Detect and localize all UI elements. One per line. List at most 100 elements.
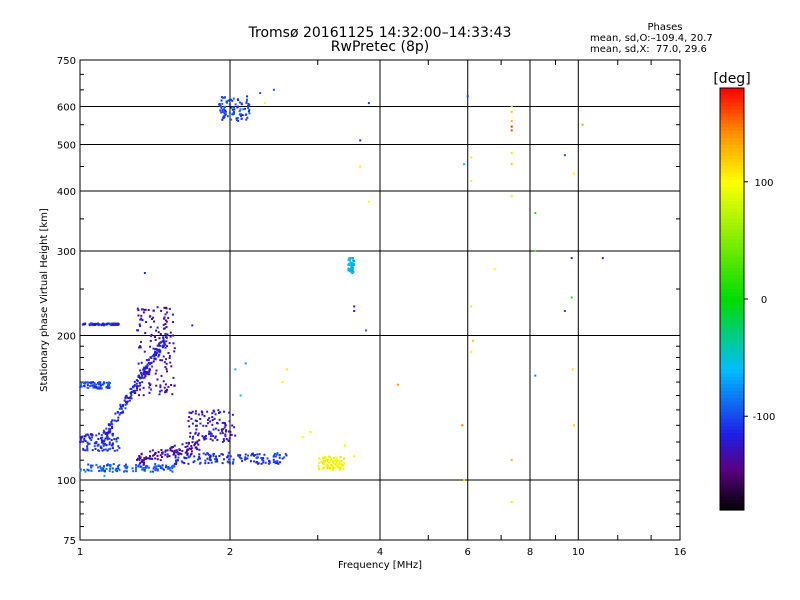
data-point [226, 115, 229, 118]
data-point [194, 432, 197, 435]
data-point [102, 468, 105, 471]
data-point [86, 445, 89, 448]
data-point [338, 461, 341, 464]
data-point [196, 458, 199, 461]
data-point [172, 376, 175, 379]
data-point [172, 453, 175, 456]
data-point [137, 362, 140, 365]
data-point [198, 457, 201, 460]
data-point [102, 429, 105, 432]
data-point [353, 310, 356, 312]
data-point [115, 467, 118, 470]
data-point [165, 358, 167, 361]
data-point [107, 448, 110, 451]
data-point [359, 165, 362, 168]
data-point [335, 459, 337, 462]
data-point [117, 467, 120, 470]
data-point [165, 390, 168, 393]
data-point [140, 452, 143, 455]
data-point [172, 334, 175, 337]
data-point [137, 314, 140, 317]
colorbar-segment [720, 376, 744, 381]
data-point [181, 449, 184, 452]
data-point [135, 379, 138, 382]
data-point [111, 447, 114, 450]
data-point [227, 430, 230, 433]
data-point [212, 409, 215, 412]
data-point [263, 453, 266, 456]
data-point [156, 458, 159, 461]
data-point [136, 307, 139, 310]
data-point [156, 344, 159, 347]
data-point [79, 470, 82, 472]
data-point [153, 320, 156, 323]
data-point [165, 362, 168, 365]
data-point [139, 369, 142, 372]
colorbar-segment [720, 348, 744, 353]
data-point [221, 432, 224, 435]
colorbar-segment [720, 390, 744, 395]
data-point [99, 323, 101, 326]
data-point [221, 429, 224, 432]
data-point [153, 355, 156, 358]
data-point [137, 385, 140, 388]
data-point [187, 442, 190, 445]
data-point [149, 470, 152, 473]
data-point [139, 465, 142, 468]
data-point [204, 462, 207, 465]
data-point [94, 441, 97, 444]
data-point [88, 436, 91, 439]
colorbar-segment [720, 323, 744, 328]
data-point [84, 440, 87, 442]
data-point [139, 325, 142, 328]
data-point [226, 456, 229, 459]
data-point [151, 449, 154, 452]
data-point [164, 391, 167, 394]
data-point [352, 259, 355, 262]
data-point [198, 455, 201, 458]
data-point [86, 468, 89, 471]
data-point [216, 421, 218, 424]
data-point [152, 347, 155, 350]
data-point [91, 433, 94, 436]
colorbar-segment [720, 358, 744, 363]
data-point [132, 386, 135, 389]
data-point [164, 383, 167, 386]
data-point [139, 388, 141, 391]
data-point [173, 449, 176, 452]
data-point [148, 368, 151, 371]
y-axis-label: Stationary phase Virtual Height [km] [39, 208, 50, 392]
data-point [162, 380, 165, 383]
data-point [244, 362, 247, 365]
data-point [135, 385, 138, 388]
data-point [164, 346, 167, 349]
data-point [112, 324, 115, 327]
colorbar-segment [720, 288, 744, 293]
data-point [148, 370, 151, 373]
data-point [82, 447, 85, 450]
data-point [83, 439, 86, 442]
data-point [175, 451, 178, 454]
data-point [155, 354, 157, 356]
data-point [95, 323, 98, 326]
data-point [163, 468, 165, 471]
data-point [117, 419, 120, 422]
data-point [272, 461, 275, 464]
colorbar-segment [720, 478, 744, 483]
data-point [138, 455, 141, 458]
data-point [92, 381, 95, 384]
data-point [168, 357, 171, 359]
data-point [147, 309, 150, 311]
data-point [141, 374, 144, 377]
data-point [218, 455, 221, 457]
data-point [258, 453, 261, 456]
colorbar-segment [720, 267, 744, 272]
colorbar-segment [720, 386, 744, 392]
data-point [98, 432, 100, 435]
chart-subtitle: RwPretec (8p) [330, 39, 430, 55]
data-point [214, 427, 217, 430]
data-point [330, 457, 333, 460]
data-point [112, 432, 115, 435]
data-point [159, 333, 162, 335]
